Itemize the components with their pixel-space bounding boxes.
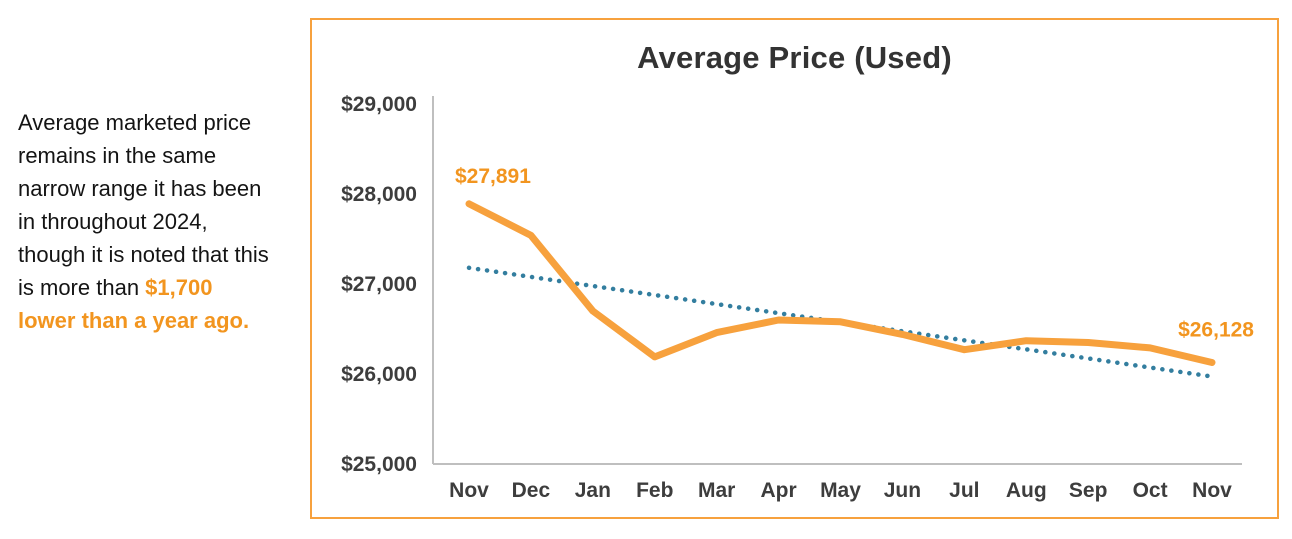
average-price-line-chart: $29,000 $28,000 $27,000 $26,000 $25,000 Nov De…	[341, 93, 1254, 502]
x-tick-label: Oct	[1133, 479, 1168, 502]
x-tick-label: Jan	[575, 479, 611, 502]
x-tick-label: Jul	[949, 479, 979, 502]
x-tick-label: Nov	[449, 479, 489, 502]
x-tick-label: Sep	[1069, 479, 1108, 502]
x-tick-label: May	[820, 479, 861, 502]
x-tick-label: Jun	[884, 479, 921, 502]
x-tick-label: Apr	[760, 479, 796, 502]
last-point-label: $26,128	[1178, 318, 1254, 341]
trend-line	[466, 265, 1215, 379]
chart-title: Average Price (Used)	[637, 40, 952, 75]
x-tick-label: Mar	[698, 479, 735, 502]
price-line	[465, 200, 1216, 366]
y-tick-label: $25,000	[341, 453, 417, 476]
x-tick-label: Aug	[1006, 479, 1047, 502]
summary-note-highlight: $1,700 lower than a year ago.	[18, 275, 250, 333]
summary-note: Average marketed price remains in the sa…	[18, 106, 272, 337]
y-tick-label: $26,000	[341, 363, 417, 386]
x-tick-label: Feb	[636, 479, 673, 502]
x-tick-label: Dec	[512, 479, 551, 502]
x-tick-label: Nov	[1192, 479, 1232, 502]
first-point-label: $27,891	[455, 165, 531, 188]
y-tick-label: $28,000	[341, 183, 417, 206]
y-tick-label: $29,000	[341, 93, 417, 116]
chart-card: Average Price (Used) $29,000 $28,000 $27,0…	[310, 18, 1279, 519]
y-tick-label: $27,000	[341, 273, 417, 296]
summary-note-text: Average marketed price remains in the sa…	[18, 110, 269, 300]
